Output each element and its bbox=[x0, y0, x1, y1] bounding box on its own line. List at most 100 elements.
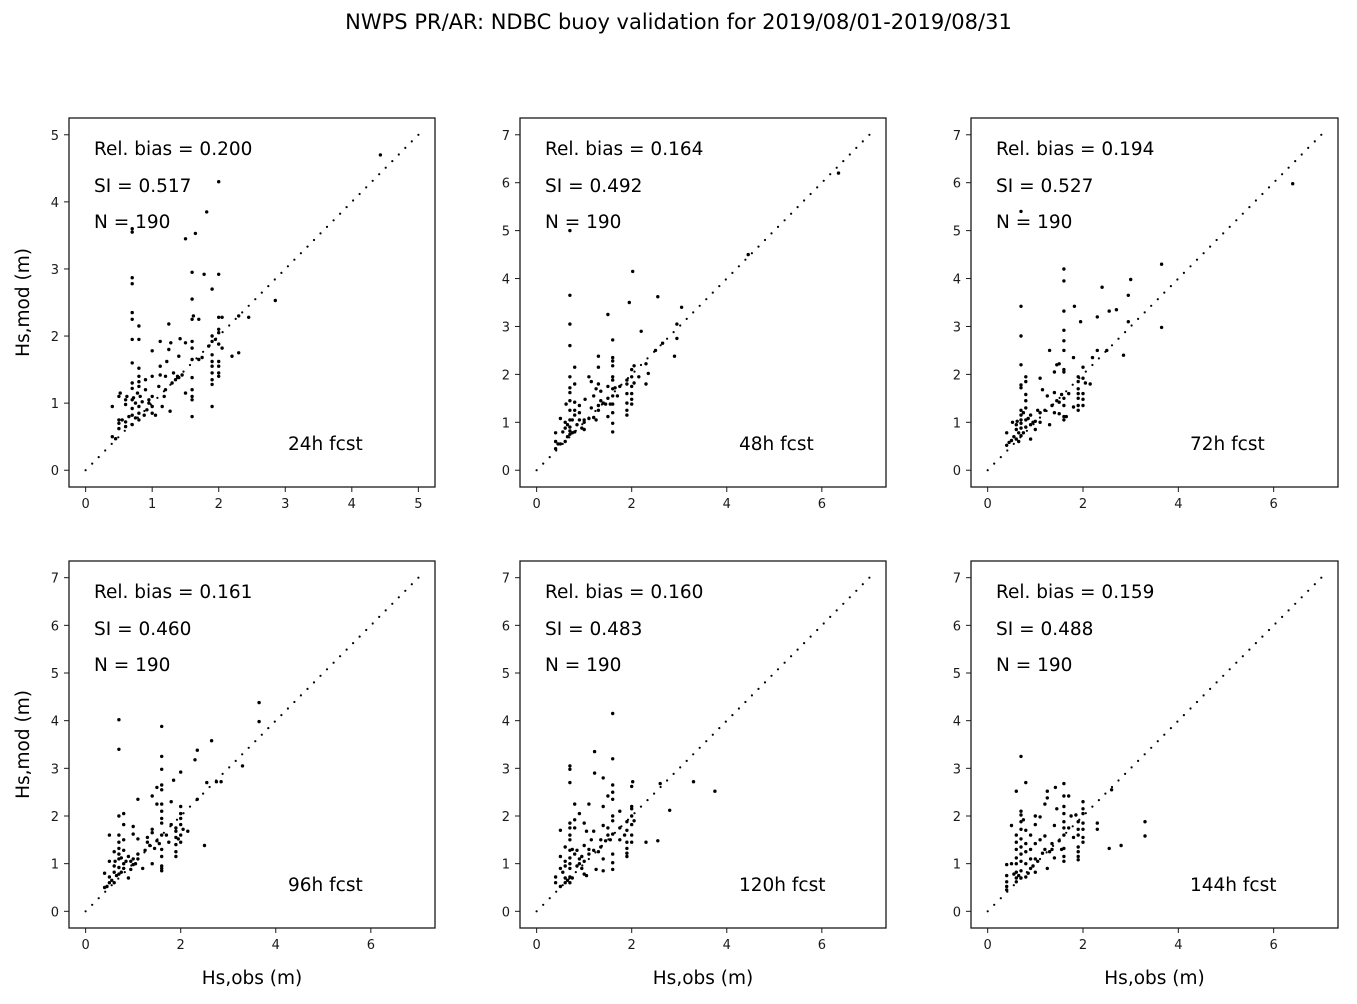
figure-title: NWPS PR/AR: NDBC buoy validation for 201… bbox=[345, 10, 1012, 34]
y-tick-label: 3 bbox=[953, 762, 961, 777]
reference-line-dot bbox=[731, 714, 734, 717]
reference-line-dot bbox=[208, 785, 211, 789]
reference-line-dot bbox=[1228, 668, 1231, 671]
scatter-point bbox=[195, 797, 199, 801]
scatter-point bbox=[1081, 807, 1085, 811]
reference-line-dot bbox=[1228, 225, 1231, 228]
scatter-point bbox=[713, 789, 717, 793]
reference-line-dot bbox=[352, 199, 355, 202]
reference-line-dot bbox=[816, 628, 819, 632]
scatter-point bbox=[190, 317, 194, 321]
reference-line-dot bbox=[868, 576, 871, 579]
scatter-point bbox=[568, 322, 572, 326]
reference-line-dot bbox=[254, 740, 257, 743]
scatter-point bbox=[167, 347, 171, 352]
rel-bias-annotation: Rel. bias = 0.200 bbox=[94, 139, 252, 160]
scatter-point bbox=[1010, 420, 1015, 424]
x-tick-label: 2 bbox=[1079, 497, 1087, 512]
reference-line-dot bbox=[1215, 681, 1218, 684]
scatter-point bbox=[1069, 814, 1073, 818]
reference-line-dot bbox=[548, 897, 551, 900]
scatter-point bbox=[618, 384, 622, 389]
reference-line-dot bbox=[724, 720, 727, 723]
scatter-point bbox=[1005, 862, 1009, 867]
scatter-point bbox=[1053, 785, 1058, 790]
scatter-point bbox=[611, 421, 615, 425]
sample-count-annotation: N = 190 bbox=[545, 212, 621, 233]
scatter-point bbox=[1033, 814, 1038, 818]
scatter-point bbox=[210, 404, 214, 409]
scatter-point bbox=[123, 402, 128, 407]
reference-line-dot bbox=[1182, 714, 1185, 717]
subplot-panel: 0 1 2 3 4 5 0 1 2 3 4 5 Rel. bias = 0.200 SI = 0.517 N… bbox=[13, 117, 436, 512]
scatter-point bbox=[169, 341, 173, 345]
y-tick-label: 0 bbox=[953, 905, 961, 920]
axes-frame bbox=[68, 117, 436, 488]
scatter-point bbox=[575, 864, 579, 868]
scatter-point bbox=[219, 780, 223, 784]
y-tick-label: 7 bbox=[953, 129, 961, 144]
scatter-points bbox=[1005, 754, 1147, 892]
scatter-point bbox=[1038, 411, 1042, 415]
scatter-point bbox=[163, 388, 168, 392]
scatter-point bbox=[553, 881, 558, 885]
y-tick-label: 1 bbox=[502, 858, 510, 873]
y-axis-label: Hs,mod (m) bbox=[13, 248, 34, 357]
scatter-point bbox=[568, 343, 572, 348]
reference-line-dot bbox=[646, 799, 649, 802]
scatter-point bbox=[112, 850, 116, 854]
scatter-point bbox=[587, 852, 591, 856]
scatter-point bbox=[568, 293, 572, 297]
scatter-point bbox=[190, 357, 194, 362]
scatter-point bbox=[217, 180, 221, 184]
scatter-point bbox=[174, 829, 178, 833]
scatter-point bbox=[1043, 847, 1047, 852]
reference-line-dot bbox=[1130, 324, 1133, 327]
scatter-point bbox=[573, 430, 577, 434]
scatter-point bbox=[1036, 859, 1040, 863]
scatter-point bbox=[186, 829, 190, 833]
scatter-point bbox=[193, 758, 197, 762]
reference-line-dot bbox=[757, 245, 760, 248]
scatter-point bbox=[631, 269, 635, 274]
scatter-point bbox=[589, 838, 593, 842]
reference-line-dot bbox=[84, 910, 87, 913]
scatter-point bbox=[1057, 412, 1061, 416]
scatter-point bbox=[1031, 864, 1035, 868]
reference-line-dot bbox=[633, 370, 636, 373]
scatter-point bbox=[117, 833, 121, 837]
scatter-point bbox=[129, 859, 133, 863]
reference-line-dot bbox=[97, 897, 100, 900]
reference-line-dot bbox=[581, 864, 584, 867]
scatter-point bbox=[1024, 392, 1028, 397]
scatter-point bbox=[568, 866, 572, 871]
scatter-point bbox=[160, 816, 164, 821]
x-tick-label: 4 bbox=[723, 938, 731, 953]
scatter-point bbox=[1019, 209, 1023, 214]
scatter-point bbox=[136, 837, 140, 841]
reference-line-dot bbox=[776, 225, 780, 228]
scatter-point bbox=[200, 355, 204, 360]
reference-line-dot bbox=[1248, 206, 1251, 209]
reference-line-dot bbox=[1287, 609, 1290, 612]
scatter-point bbox=[573, 365, 577, 369]
reference-line-dot bbox=[999, 897, 1002, 900]
scatter-point bbox=[1062, 370, 1066, 374]
scatter-point bbox=[1064, 414, 1069, 419]
scatter-point bbox=[142, 413, 146, 417]
scatter-point bbox=[558, 828, 563, 832]
reference-line-dot bbox=[1006, 449, 1009, 452]
one-to-one-reference-line bbox=[535, 133, 871, 472]
reference-line-dot bbox=[796, 206, 799, 209]
scatter-point bbox=[1014, 876, 1018, 880]
scatter-point bbox=[112, 881, 116, 885]
x-tick-label: 4 bbox=[1174, 938, 1182, 953]
scatter-point bbox=[205, 780, 209, 785]
scatter-point bbox=[1028, 847, 1033, 852]
reference-line-dot bbox=[365, 186, 368, 189]
scatter-point bbox=[150, 794, 154, 798]
scatter-point bbox=[220, 346, 224, 350]
scatter-point bbox=[1024, 375, 1028, 379]
scatter-point bbox=[129, 867, 133, 872]
scatter-point bbox=[1017, 439, 1021, 444]
